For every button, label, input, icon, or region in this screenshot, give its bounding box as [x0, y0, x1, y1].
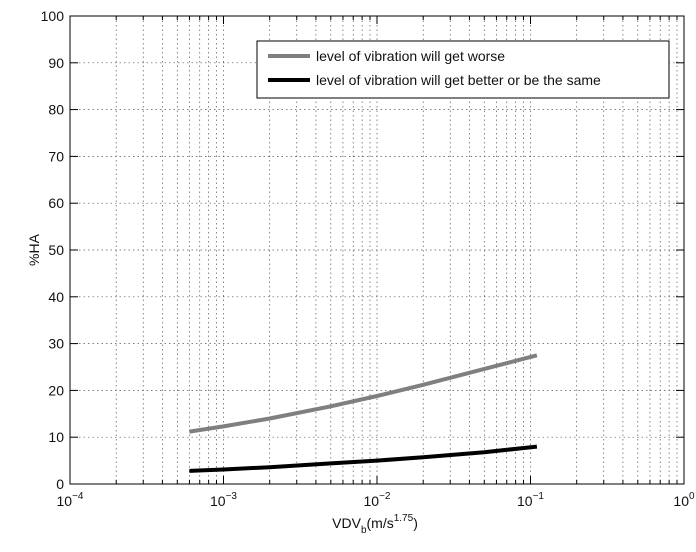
- x-tick-label: 10−4: [57, 491, 84, 509]
- y-tick-label: 90: [48, 55, 64, 71]
- y-tick-label: 60: [48, 195, 64, 211]
- y-tick-label: 100: [41, 8, 65, 24]
- x-tick-label-exponent: −4: [72, 491, 84, 502]
- legend-box: [256, 40, 670, 99]
- x-tick-label: 10−2: [364, 491, 391, 509]
- y-tick-label: 80: [48, 102, 64, 118]
- y-tick-label: 40: [48, 289, 64, 305]
- legend-label-0: level of vibration will get worse: [316, 48, 505, 64]
- y-tick-label: 20: [48, 382, 64, 398]
- series-layer: [189, 353, 538, 473]
- x-tick-label: 100: [673, 491, 695, 509]
- y-tick-label: 0: [56, 476, 64, 492]
- y-tick-label: 10: [48, 429, 64, 445]
- x-tick-label-base: 10: [673, 493, 689, 509]
- series-line-0: [189, 353, 538, 434]
- x-tick-label-base: 10: [57, 493, 73, 509]
- legend-label-1: level of vibration will get better or be…: [316, 72, 601, 88]
- x-tick-label-exponent: −2: [379, 491, 391, 502]
- x-tick-label-exponent: −3: [226, 491, 238, 502]
- x-axis-label: VDVb(m/s1.75): [332, 513, 418, 536]
- legend: level of vibration will get worse level …: [256, 40, 670, 99]
- y-tick-label: 70: [48, 148, 64, 164]
- y-tick-label: 30: [48, 336, 64, 352]
- x-axis-label-main: VDV: [332, 515, 361, 531]
- y-axis-label: %HA: [26, 233, 42, 266]
- tick-marks: [70, 15, 684, 485]
- series-line-1: [189, 444, 538, 473]
- x-axis-label-sub: b: [361, 525, 367, 536]
- x-tick-label-exponent: 0: [689, 491, 695, 502]
- x-axis-label-exp: 1.75: [394, 513, 414, 524]
- x-axis-label-close: ): [413, 515, 418, 531]
- x-tick-label: 10−3: [210, 491, 237, 509]
- x-tick-label-base: 10: [517, 493, 533, 509]
- x-tick-label: 10−1: [517, 491, 544, 509]
- x-tick-label-exponent: −1: [533, 491, 545, 502]
- x-axis-label-unit: (m/s: [367, 515, 394, 531]
- x-tick-label-base: 10: [364, 493, 380, 509]
- x-tick-label-base: 10: [210, 493, 226, 509]
- y-tick-label: 50: [48, 242, 64, 258]
